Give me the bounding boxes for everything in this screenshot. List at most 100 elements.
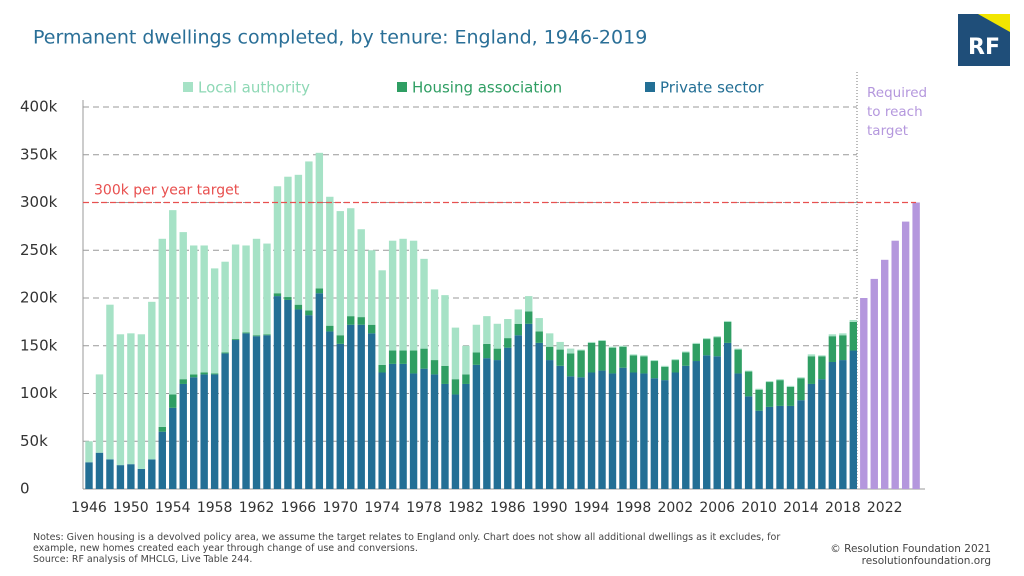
bar-segment: [242, 245, 250, 333]
bar-segment: [420, 348, 428, 369]
y-tick-label: 250k: [20, 241, 58, 259]
bar-segment: [493, 360, 502, 489]
x-tick-label: 1974: [364, 500, 400, 516]
bar-segment: [525, 296, 533, 312]
bar-segment: [294, 174, 303, 305]
bar-segment: [619, 345, 627, 347]
y-tick-label: 300k: [20, 193, 58, 211]
bar-segment: [106, 459, 114, 489]
bar-segment: [514, 335, 522, 489]
bar-segment: [420, 368, 428, 489]
bar-segment: [326, 325, 334, 332]
bar-segment: [629, 354, 638, 356]
bar-segment: [483, 358, 491, 489]
bar-segment: [430, 374, 439, 489]
y-tick-label: 350k: [20, 145, 58, 163]
x-tick-label: 1946: [71, 500, 107, 516]
bar-segment: [577, 377, 585, 489]
bar-segment: [786, 405, 795, 489]
bar-segment: [556, 349, 564, 366]
bar-segment: [692, 361, 700, 489]
bar-segment: [221, 261, 229, 353]
bar-segment: [734, 349, 742, 374]
bar-segment: [305, 310, 313, 316]
bar-segment: [587, 372, 596, 489]
bar-segment: [744, 371, 753, 397]
bar-segment: [284, 297, 292, 300]
bar-segment: [598, 370, 606, 489]
x-tick-label: 2006: [699, 500, 735, 516]
bar-segment: [765, 382, 774, 407]
bar-segment: [430, 360, 439, 375]
bar-segment: [263, 334, 271, 336]
bar-segment: [252, 336, 261, 489]
bar-segment: [797, 400, 805, 489]
y-tick-label: 400k: [20, 98, 58, 116]
chart-title: Permanent dwellings completed, by tenure…: [33, 27, 647, 49]
x-tick-label: 1958: [197, 500, 233, 516]
bar-segment: [326, 331, 334, 489]
bar-segment: [755, 389, 763, 411]
bar-segment: [158, 431, 166, 489]
legend-swatch: [183, 82, 193, 92]
bar-segment: [661, 366, 669, 381]
x-tick-label: 1990: [532, 500, 568, 516]
bar-segment: [451, 394, 460, 489]
bar-segment: [504, 338, 512, 348]
bar-segment: [692, 343, 700, 362]
y-tick-label: 100k: [20, 384, 58, 402]
bar-segment: [765, 406, 774, 489]
bar-segment: [514, 309, 522, 324]
bar-segment: [367, 333, 376, 489]
bar-segment: [849, 319, 858, 322]
bar-segment: [703, 339, 711, 356]
bar-segment: [347, 316, 355, 325]
bar-segment: [472, 352, 481, 365]
bar-segment: [210, 268, 219, 374]
bar-segment: [85, 462, 93, 489]
bar-segment: [231, 339, 240, 341]
bar-segment: [661, 365, 669, 367]
bar-segment: [881, 259, 889, 489]
target-label: 300k per year target: [94, 183, 240, 199]
bar-segment: [85, 441, 93, 463]
bar-segment: [912, 202, 920, 489]
bar-segment: [127, 333, 135, 465]
bar-segment: [493, 323, 502, 349]
bar-segment: [409, 240, 418, 351]
notes: Notes: Given housing is a devolved polic…: [33, 532, 813, 565]
y-tick-label: 50k: [20, 432, 48, 450]
bar-segment: [566, 376, 575, 489]
bar-segment: [504, 319, 512, 339]
bar-segment: [190, 245, 198, 375]
bar-segment: [723, 321, 732, 343]
bar-segment: [828, 334, 837, 337]
y-tick-label: 150k: [20, 336, 58, 354]
bar-segment: [210, 374, 219, 489]
bar-segment: [818, 356, 826, 380]
bar-segment: [901, 221, 910, 489]
bar-segment: [315, 288, 324, 294]
bar-segment: [535, 318, 543, 332]
x-tick-label: 1998: [616, 500, 652, 516]
bar-segment: [378, 372, 386, 489]
bar-segment: [608, 373, 617, 489]
note: Notes: Given housing is a devolved polic…: [33, 532, 781, 554]
bar-segment: [682, 351, 690, 353]
bar-segment: [399, 238, 407, 351]
bar-segment: [399, 350, 407, 364]
bar-segment: [723, 320, 732, 322]
bar-segment: [242, 332, 250, 334]
bar-segment: [200, 374, 208, 489]
bar-segment: [127, 464, 135, 489]
x-tick-label: 1954: [155, 500, 191, 516]
credits: © Resolution Foundation 2021 resolutionf…: [830, 543, 991, 567]
bar-segment: [483, 316, 491, 344]
bar-segment: [263, 243, 271, 335]
bar-segment: [828, 336, 837, 362]
bar-segment: [860, 298, 868, 489]
bar-segment: [200, 372, 208, 375]
bar-segment: [650, 378, 659, 489]
bar-segment: [221, 352, 229, 354]
